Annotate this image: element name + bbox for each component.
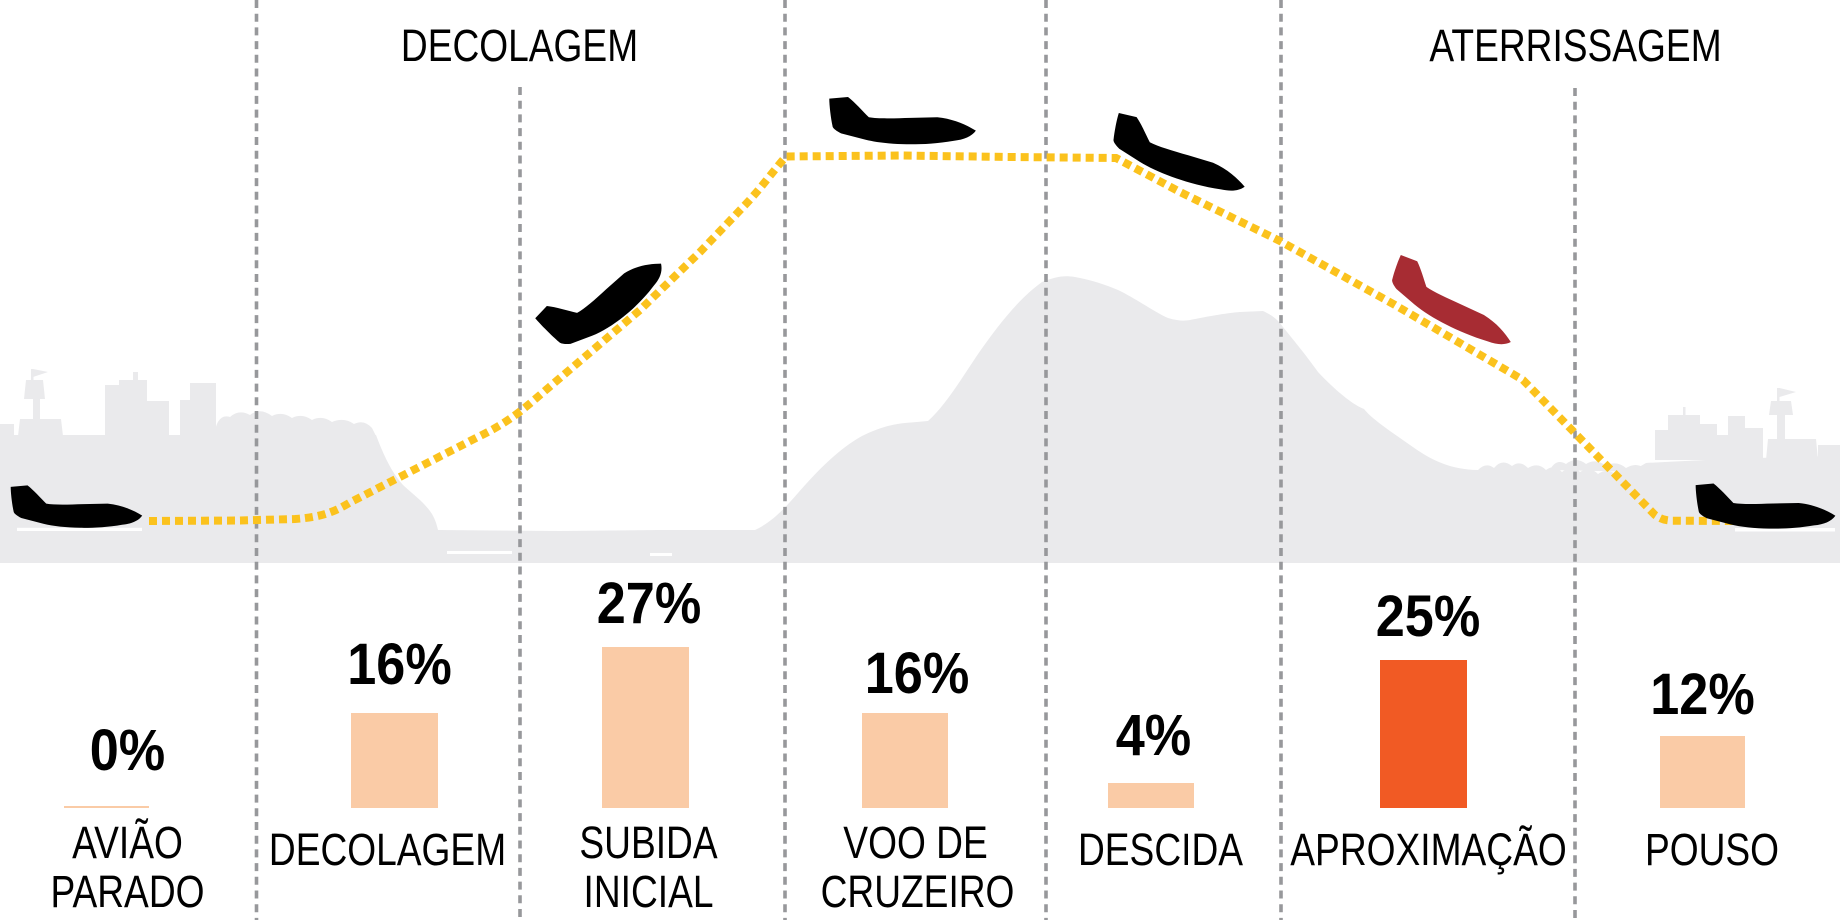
svg-text:0%: 0% bbox=[90, 717, 165, 782]
svg-text:INICIAL: INICIAL bbox=[584, 867, 714, 917]
svg-text:CRUZEIRO: CRUZEIRO bbox=[821, 867, 1015, 917]
svg-text:DESCIDA: DESCIDA bbox=[1078, 825, 1243, 875]
svg-text:27%: 27% bbox=[597, 570, 701, 635]
svg-text:16%: 16% bbox=[347, 631, 451, 696]
svg-text:POUSO: POUSO bbox=[1645, 825, 1779, 875]
svg-text:ATERRISSAGEM: ATERRISSAGEM bbox=[1429, 21, 1721, 71]
svg-text:16%: 16% bbox=[865, 640, 969, 705]
svg-text:DECOLAGEM: DECOLAGEM bbox=[401, 21, 638, 71]
svg-text:DECOLAGEM: DECOLAGEM bbox=[269, 825, 506, 875]
svg-text:4%: 4% bbox=[1116, 702, 1191, 767]
svg-text:APROXIMAÇÃO: APROXIMAÇÃO bbox=[1290, 825, 1566, 875]
svg-text:12%: 12% bbox=[1650, 661, 1754, 726]
svg-text:25%: 25% bbox=[1376, 583, 1480, 648]
svg-text:AVIÃO: AVIÃO bbox=[72, 818, 183, 868]
svg-text:PARADO: PARADO bbox=[50, 867, 204, 917]
svg-text:SUBIDA: SUBIDA bbox=[579, 818, 718, 868]
svg-text:VOO DE: VOO DE bbox=[843, 818, 987, 868]
